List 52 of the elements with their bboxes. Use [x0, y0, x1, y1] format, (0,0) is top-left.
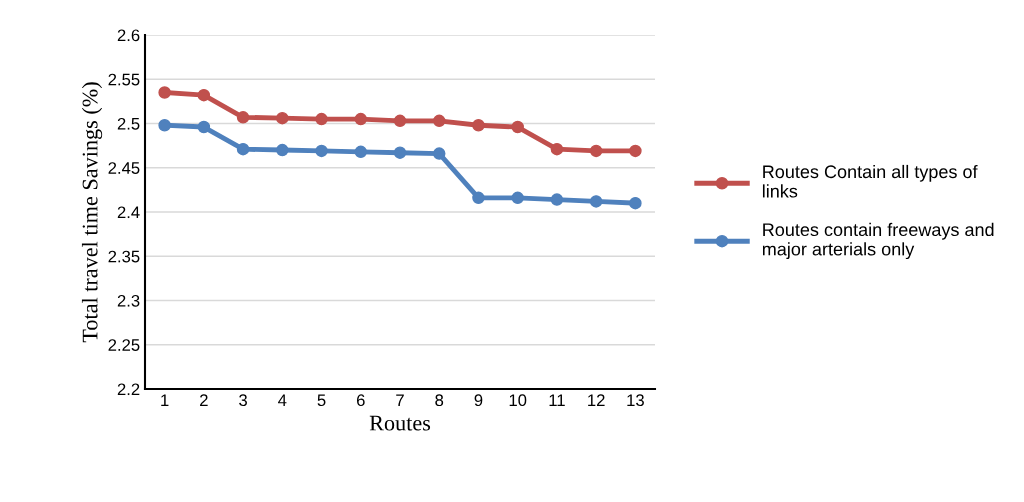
point: [315, 112, 328, 126]
point: [236, 142, 250, 156]
point: [354, 145, 368, 159]
y-tick-label: 2.55: [108, 73, 140, 86]
point: [589, 195, 603, 208]
x-tick-label: 3: [239, 394, 247, 407]
legend-label: Routes Contain all types of links: [762, 164, 978, 198]
x-tick-label: 2: [200, 394, 208, 406]
x-axis-title: Routes: [369, 415, 431, 431]
point: [472, 119, 485, 132]
x-tick-label: 11: [549, 394, 565, 406]
legend-label: Routes contain freeways and major arterials only: [762, 222, 994, 260]
point: [511, 191, 524, 205]
y-tick-label: 2.25: [108, 339, 140, 351]
point: [589, 144, 603, 158]
point: [197, 120, 211, 134]
point: [393, 114, 407, 128]
point: [432, 147, 446, 160]
x-tick-label: 9: [474, 394, 483, 407]
x-tick-label: 6: [356, 394, 365, 407]
x-tick-label: 7: [396, 394, 404, 406]
point: [550, 193, 564, 206]
point: [550, 142, 564, 156]
x-tick-label: 8: [435, 394, 444, 407]
x-tick-label: 13: [627, 394, 644, 407]
y-tick-label: 2.2: [117, 383, 140, 396]
point: [393, 146, 407, 159]
y-tick-label: 2.6: [117, 29, 140, 42]
y-tick-label: 2.35: [108, 250, 140, 263]
point: [472, 191, 485, 205]
point: [629, 144, 642, 158]
y-tick-label: 2.45: [108, 162, 140, 174]
x-tick-label: 1: [161, 394, 169, 406]
x-tick-label: 5: [317, 394, 326, 407]
point: [197, 88, 211, 102]
point: [158, 86, 171, 99]
point: [354, 112, 368, 126]
x-tick-label: 10: [509, 394, 527, 407]
point: [315, 144, 328, 158]
y-tick-label: 2.3: [117, 294, 140, 307]
point: [511, 120, 524, 134]
point: [158, 119, 171, 132]
y-tick-label: 2.5: [117, 117, 140, 130]
y-axis-title: Total travel time Savings (%): [81, 82, 103, 343]
point: [276, 143, 289, 157]
x-tick-label: 12: [588, 394, 605, 406]
point: [629, 196, 642, 210]
x-tick-label: 4: [278, 394, 287, 406]
y-tick-label: 2.4: [117, 206, 140, 219]
point: [236, 111, 250, 124]
point: [276, 111, 289, 125]
point: [432, 114, 446, 128]
